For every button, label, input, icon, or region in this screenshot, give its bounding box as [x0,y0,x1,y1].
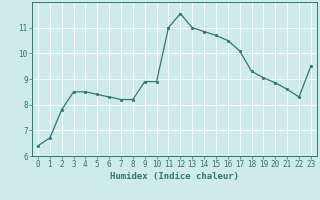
X-axis label: Humidex (Indice chaleur): Humidex (Indice chaleur) [110,172,239,181]
